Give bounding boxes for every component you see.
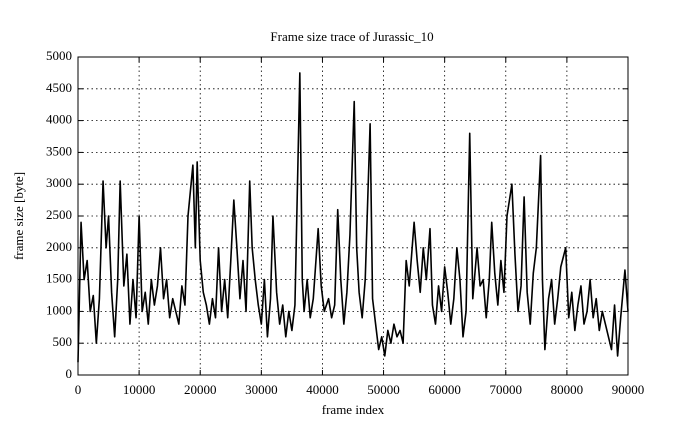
y-tick-label: 1000	[46, 302, 72, 317]
y-tick-label: 0	[66, 366, 73, 381]
y-tick-label: 3500	[46, 143, 72, 158]
x-tick-label: 90000	[612, 382, 645, 397]
y-tick-label: 3000	[46, 175, 72, 190]
y-tick-label: 1500	[46, 271, 72, 286]
x-tick-label: 0	[75, 382, 82, 397]
chart-title: Frame size trace of Jurassic_10	[270, 29, 433, 44]
y-tick-label: 4000	[46, 112, 72, 127]
y-tick-label: 4500	[46, 80, 72, 95]
y-tick-label: 5000	[46, 48, 72, 63]
y-tick-label: 2500	[46, 207, 72, 222]
x-tick-label: 20000	[184, 382, 217, 397]
y-tick-label: 500	[53, 334, 73, 349]
y-axis-label: frame size [byte]	[11, 172, 26, 260]
x-tick-label: 40000	[306, 382, 339, 397]
x-tick-label: 60000	[428, 382, 461, 397]
x-axis-label: frame index	[322, 402, 385, 417]
x-tick-label: 50000	[367, 382, 400, 397]
x-tick-label: 10000	[123, 382, 156, 397]
trace-line	[77, 72, 629, 363]
x-tick-label: 70000	[490, 382, 523, 397]
y-tick-label: 2000	[46, 239, 72, 254]
plot-frame	[77, 56, 629, 376]
x-tick-label: 80000	[551, 382, 584, 397]
x-tick-label: 30000	[245, 382, 278, 397]
